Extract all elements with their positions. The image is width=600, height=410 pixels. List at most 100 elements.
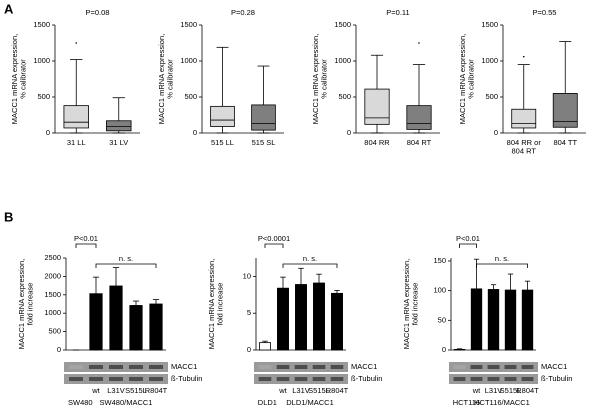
- blot-band: [89, 377, 103, 381]
- chart-title: P=0.08: [86, 8, 110, 17]
- y-tick-label: 100: [433, 286, 446, 295]
- bracket: [75, 243, 97, 248]
- group-label: DLD1/MACC1: [286, 398, 334, 407]
- bar: [331, 292, 343, 351]
- y-axis-label: MACC1 mRNA expression,fold increase: [207, 259, 225, 349]
- y-tick-label: 10: [243, 271, 251, 280]
- y-tick-label: 1500: [334, 20, 351, 29]
- y-tick-label: 5: [247, 308, 251, 317]
- y-axis-label: MACC1 mRNA expression,% calibrator: [458, 34, 476, 124]
- x-tick-label: S515L: [125, 386, 147, 395]
- bracket: [459, 243, 477, 248]
- x-tick-label: S515L: [500, 386, 522, 395]
- box: [552, 93, 578, 128]
- annotation: n. s.: [303, 254, 317, 263]
- y-tick-label: 2000: [44, 271, 61, 280]
- blot-band: [487, 377, 500, 381]
- y-axis-label: MACC1 mRNA expression,% calibrator: [10, 34, 28, 124]
- y-tick-label: 50: [438, 315, 446, 324]
- blot-band: [129, 377, 143, 381]
- y-tick-label: 500: [37, 92, 50, 101]
- blot-band: [470, 377, 483, 381]
- y-tick-label: 0: [247, 345, 251, 354]
- blot-band: [69, 365, 83, 369]
- y-tick-label: 1500: [44, 290, 61, 299]
- y-tick-label: 500: [48, 327, 61, 336]
- blot-band: [521, 377, 534, 381]
- annotation: n. s.: [119, 254, 133, 263]
- group-label: HCT116/MACC1: [474, 398, 530, 407]
- blot-band: [521, 365, 534, 369]
- y-tick-label: 1000: [33, 56, 50, 65]
- x-tick-label: 31 LV: [109, 138, 128, 147]
- annotation: P<0.01: [456, 234, 480, 243]
- bar: [295, 284, 307, 351]
- x-tick-label: 804 RT: [407, 138, 432, 147]
- y-tick-label: 1000: [481, 56, 498, 65]
- bar: [89, 293, 103, 351]
- bracket: [476, 263, 528, 268]
- bar: [259, 342, 271, 351]
- y-tick-label: 0: [442, 345, 446, 354]
- bar: [470, 288, 483, 351]
- blot-band: [258, 377, 272, 381]
- panel-label: A: [4, 1, 14, 16]
- box: [63, 105, 89, 129]
- y-tick-label: 500: [338, 92, 351, 101]
- box: [364, 88, 390, 125]
- annotation: P<0.0001: [258, 234, 290, 243]
- x-tick-label: R804T: [326, 386, 349, 395]
- y-tick-label: 0: [57, 345, 61, 354]
- blot-band: [276, 377, 290, 381]
- x-tick-label: L31V: [485, 386, 503, 395]
- box: [210, 105, 235, 127]
- blot-band: [330, 365, 344, 369]
- y-tick-label: 0: [193, 128, 197, 137]
- y-tick-label: 1000: [334, 56, 351, 65]
- y-tick-label: 1500: [33, 20, 50, 29]
- x-tick-label: 515 SL: [252, 138, 276, 147]
- y-axis-label: MACC1 mRNA expression,fold increase: [402, 259, 420, 349]
- blot-label: ß-Tubulin: [541, 374, 572, 383]
- box: [106, 120, 132, 132]
- blot-label: ß-Tubulin: [351, 374, 382, 383]
- group-label: SW480/MACC1: [100, 398, 153, 407]
- x-tick-label: 804 RR: [364, 138, 390, 147]
- x-tick-label: R804T: [145, 386, 168, 395]
- blot-band: [487, 365, 500, 369]
- x-tick-label: wt: [472, 386, 481, 395]
- x-tick-label: 515 LL: [211, 138, 234, 147]
- chart-title: P=0.28: [231, 8, 255, 17]
- blot-label: MACC1: [541, 362, 567, 371]
- bar: [521, 289, 534, 351]
- x-tick-label: 804 TT: [553, 138, 577, 147]
- blot-band: [294, 377, 308, 381]
- blot-label: MACC1: [351, 362, 377, 371]
- outlier: [75, 42, 78, 44]
- blot-band: [149, 365, 163, 369]
- group-label: DLD1: [258, 398, 277, 407]
- box: [511, 108, 537, 129]
- y-axis-label: MACC1 mRNA expression,% calibrator: [157, 34, 175, 124]
- y-tick-label: 1000: [180, 56, 197, 65]
- blot-band: [69, 377, 83, 381]
- y-tick-label: 1000: [44, 308, 61, 317]
- group-label: SW480: [68, 398, 93, 407]
- y-tick-label: 0: [347, 128, 351, 137]
- blot-band: [453, 365, 466, 369]
- y-tick-label: 2500: [44, 253, 61, 262]
- blot-band: [504, 377, 517, 381]
- blot-band: [294, 365, 308, 369]
- bar: [487, 289, 500, 351]
- chart-title: P=0.55: [533, 8, 557, 17]
- blot-band: [129, 365, 143, 369]
- bar: [453, 349, 466, 351]
- blot-band: [504, 365, 517, 369]
- blot-band: [312, 377, 326, 381]
- box: [251, 104, 276, 131]
- blot-band: [258, 365, 272, 369]
- group-label: HCT116: [453, 398, 480, 407]
- y-tick-label: 0: [46, 128, 50, 137]
- x-tick-label: R804T: [516, 386, 539, 395]
- blot-band: [89, 365, 103, 369]
